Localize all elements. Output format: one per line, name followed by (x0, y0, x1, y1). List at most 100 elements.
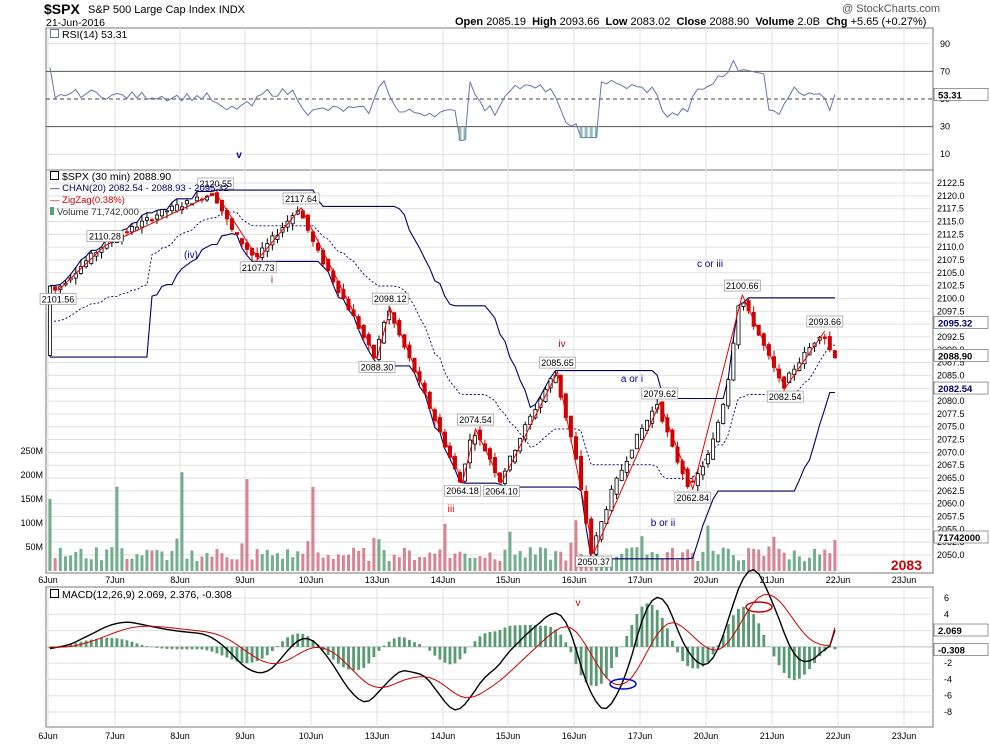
candle-body (321, 249, 326, 265)
volume-bar (382, 550, 386, 571)
volume-bar (367, 560, 371, 571)
volume-bar (53, 558, 57, 571)
volume-bar (478, 556, 482, 571)
volume-bar (250, 559, 254, 571)
candle-body (599, 521, 604, 540)
macd-histogram-bar (605, 646, 608, 678)
macd-histogram-bar (240, 646, 244, 663)
volume-bar (559, 551, 563, 571)
macd-histogram-bar (433, 646, 437, 656)
point-label-14: 2100.66 (726, 281, 759, 291)
candle-body (639, 427, 644, 440)
macd-tick-7: -8 (944, 707, 952, 717)
xaxis-bottom-11: 21Jun (760, 731, 785, 741)
macd-histogram-bar (533, 625, 537, 647)
macd-histogram-bar (737, 609, 740, 647)
close-value: 2088.90 (709, 16, 750, 28)
macd-histogram-bar (296, 633, 300, 647)
macd-histogram-bar (681, 646, 684, 662)
volume-bar (74, 551, 78, 571)
macd-histogram-bar (579, 646, 583, 676)
macd-histogram-bar (306, 636, 310, 647)
price-tick-8: 2102.5 (937, 281, 965, 291)
macd-histogram-bar (301, 633, 305, 647)
macd-histogram-bar (498, 629, 502, 647)
volume-bar (508, 531, 512, 571)
candle-body (144, 217, 149, 221)
volume-bar (135, 554, 139, 571)
rsi-value-tag: 53.31 (938, 90, 962, 101)
volume-bar (69, 555, 73, 571)
volume-bar (448, 557, 452, 571)
volume-bar (402, 547, 406, 571)
macd-histogram-bar (584, 646, 588, 683)
candle-body (619, 469, 624, 481)
point-label-box (674, 491, 712, 504)
macd-histogram-bar (818, 646, 822, 657)
candle-body (184, 200, 189, 205)
labels-layer: 2101.56 2110.28 2120.55 2107.73 2117.64 2098.… (39, 150, 922, 609)
macd-histogram-bar (210, 646, 214, 652)
price-tick-21: 2070.0 (937, 447, 965, 457)
volume-bar (215, 548, 219, 571)
macd-tick-0: 6 (944, 593, 949, 603)
volume-bar (726, 548, 730, 571)
candle-body (670, 429, 675, 447)
legend-symbol-text: $SPX (30 min) 2088.90 (62, 171, 172, 183)
volume-bar (787, 559, 791, 571)
price-tick-24: 2062.5 (937, 486, 965, 496)
low-label: Low (605, 16, 628, 28)
macd-histogram-bar (589, 646, 593, 686)
xaxis-top-13: 23Jun (892, 575, 917, 585)
macd-histogram-bar (752, 614, 756, 647)
volume-bar (701, 551, 705, 571)
xaxis-top-12: 22Jun (826, 575, 851, 585)
volume-bar (574, 520, 578, 571)
candle-body (660, 401, 665, 422)
candle-body (482, 443, 487, 452)
macd-histogram-bar (711, 646, 715, 655)
macd-histogram-bar (701, 646, 705, 667)
macd-histogram-bar (443, 646, 447, 663)
volume-bar (58, 547, 62, 571)
macd-histogram-bar (418, 643, 421, 647)
chan-lower-tag: 2082.54 (938, 384, 973, 395)
macd-histogram-bar (408, 639, 411, 647)
volume-bar (105, 549, 109, 571)
price-tick-26: 2057.5 (937, 512, 965, 522)
macd-histogram-bar (808, 646, 811, 670)
macd-histogram-bar (140, 644, 144, 647)
volume-bar (235, 559, 239, 571)
candle-body (736, 305, 741, 346)
volume-bar (200, 556, 204, 571)
macd-histogram-bar (438, 646, 442, 660)
macd-legend-text: MACD(12,26,9) 2.069, 2.376, -0.308 (62, 589, 232, 601)
candle-body (665, 417, 670, 433)
zigzag-layer (57, 192, 826, 555)
volume-bar (185, 558, 189, 571)
macd-histogram-bar (458, 646, 462, 660)
macd-histogram-bar (110, 637, 114, 647)
volume-bar (645, 554, 649, 571)
macd-histogram-bar (706, 646, 710, 662)
volume-bar (731, 555, 735, 571)
channel-upper (50, 189, 835, 409)
point-label-box (39, 293, 77, 305)
candle-body (412, 357, 417, 373)
macd-highlight-red (745, 601, 773, 613)
volume-bar (742, 559, 746, 571)
volume-bar (468, 558, 472, 571)
macd-histogram-bar (549, 626, 552, 647)
candle-body (716, 421, 721, 443)
volume-bar (270, 555, 274, 571)
macd-histogram-bar (286, 637, 289, 647)
volume-bar (362, 547, 366, 571)
volume-tag: 71742000 (938, 533, 980, 544)
candle-body (48, 285, 53, 356)
point-label-box (483, 485, 520, 497)
volume-bar (341, 555, 345, 571)
macd-histogram-bar (125, 640, 129, 647)
macd-histogram-bar (105, 637, 109, 647)
volume-bar (828, 553, 832, 571)
xaxis-bottom-13: 23Jun (892, 731, 917, 741)
